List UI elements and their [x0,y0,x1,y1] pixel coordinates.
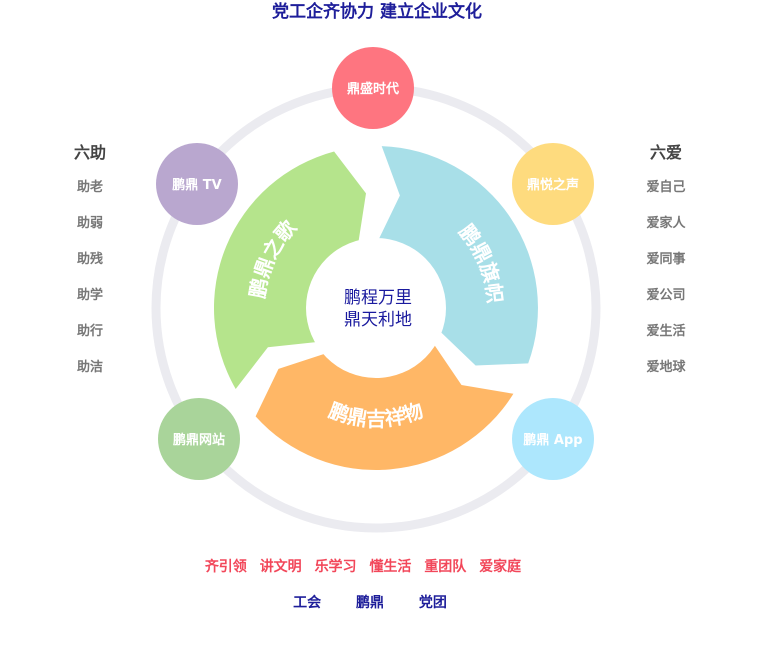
satellite-node: 鹏鼎 TV [156,143,238,225]
satellite-circle [158,398,240,480]
left-list: 六助 助老 助弱 助残 助学 助行 助洁 [60,140,120,392]
slogan: 重团队 [424,559,467,575]
slogan: 讲文明 [259,559,302,575]
left-list-item: 助弱 [76,216,103,231]
left-list-item: 助残 [76,252,103,267]
center-line2: 鼎天利地 [344,310,412,330]
right-list-item: 爱家人 [646,216,686,231]
slogan: 乐学习 [314,559,357,575]
right-list-item: 爱生活 [646,324,686,339]
satellite-label: 鼎悦之声 [527,177,579,193]
segment-flag [378,146,538,366]
satellite-label: 鹏鼎 TV [172,177,221,193]
right-list-item: 爱自己 [646,180,686,195]
left-list-item: 助学 [76,288,103,303]
left-list-heading: 六助 [73,143,106,162]
org-label: 党团 [418,595,447,611]
right-list-heading: 六爱 [649,143,682,162]
satellite-node: 鼎悦之声 [512,143,594,225]
satellite-circle [156,143,238,225]
left-list-item: 助老 [76,180,103,195]
right-list-item: 爱同事 [646,252,686,267]
slogan: 齐引领 [204,559,247,575]
slogan: 爱家庭 [479,559,522,575]
segment-song [213,151,366,389]
segment-mascot [255,344,514,470]
left-list-item: 助行 [76,324,103,339]
right-list-item: 爱公司 [646,288,686,303]
org-label: 工会 [293,595,322,611]
slogans: 齐引领 讲文明 乐学习 懂生活 重团队 爱家庭 [0,556,726,576]
diagram-title: 党工企齐协力 建立企业文化 [272,2,482,22]
center-circle [306,238,446,378]
left-list-item: 助洁 [76,360,103,375]
satellite-label: 鹏鼎网站 [173,432,225,448]
satellite-circle [332,47,414,129]
satellite-node: 鹏鼎网站 [158,398,240,480]
satellite-circle [512,143,594,225]
right-list: 六爱 爱自己 爱家人 爱同事 爱公司 爱生活 爱地球 [636,140,696,392]
satellite-circle [512,398,594,480]
satellite-label: 鹏鼎 App [523,432,582,448]
right-list-item: 爱地球 [646,360,686,375]
satellite-label: 鼎盛时代 [347,81,399,97]
slogan: 懂生活 [369,559,412,575]
satellite-node: 鼎盛时代 [332,47,414,129]
organizations: 工会 鹏鼎 党团 [0,592,740,612]
center-line1: 鹏程万里 [344,288,412,308]
org-label: 鹏鼎 [356,595,384,611]
satellite-node: 鹏鼎 App [512,398,594,480]
